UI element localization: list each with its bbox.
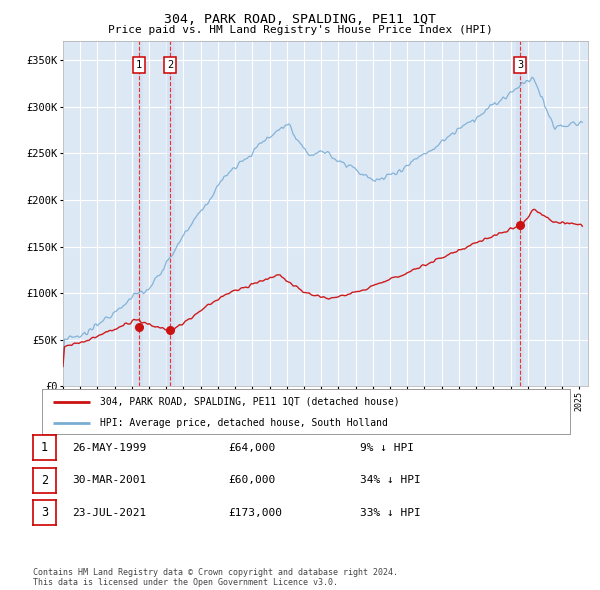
Bar [166,41,175,386]
Bar [134,41,143,386]
Text: 3: 3 [41,506,48,519]
Text: 33% ↓ HPI: 33% ↓ HPI [360,508,421,517]
Text: 2: 2 [167,60,173,70]
Text: 9% ↓ HPI: 9% ↓ HPI [360,443,414,453]
Text: HPI: Average price, detached house, South Holland: HPI: Average price, detached house, Sout… [100,418,388,428]
Text: 304, PARK ROAD, SPALDING, PE11 1QT: 304, PARK ROAD, SPALDING, PE11 1QT [164,13,436,26]
Text: 3: 3 [517,60,523,70]
Text: 23-JUL-2021: 23-JUL-2021 [72,508,146,517]
Text: 1: 1 [136,60,142,70]
Text: £60,000: £60,000 [228,476,275,485]
Text: 34% ↓ HPI: 34% ↓ HPI [360,476,421,485]
Text: £173,000: £173,000 [228,508,282,517]
Text: 304, PARK ROAD, SPALDING, PE11 1QT (detached house): 304, PARK ROAD, SPALDING, PE11 1QT (deta… [100,397,400,407]
Bar [516,41,524,386]
Text: 1: 1 [41,441,48,454]
Text: 26-MAY-1999: 26-MAY-1999 [72,443,146,453]
Text: Price paid vs. HM Land Registry's House Price Index (HPI): Price paid vs. HM Land Registry's House … [107,25,493,35]
Text: 2: 2 [41,474,48,487]
Text: Contains HM Land Registry data © Crown copyright and database right 2024.
This d: Contains HM Land Registry data © Crown c… [33,568,398,587]
Text: £64,000: £64,000 [228,443,275,453]
Text: 30-MAR-2001: 30-MAR-2001 [72,476,146,485]
